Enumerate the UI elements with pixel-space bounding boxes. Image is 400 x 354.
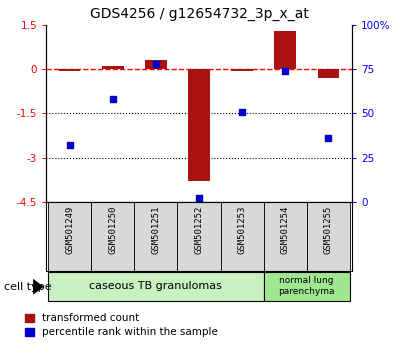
Text: GSM501254: GSM501254 xyxy=(281,205,290,253)
Point xyxy=(153,61,159,67)
Text: GSM501253: GSM501253 xyxy=(238,205,246,253)
Bar xyxy=(318,69,339,78)
Polygon shape xyxy=(33,279,44,295)
Bar xyxy=(264,273,350,301)
Bar xyxy=(59,69,80,70)
Point xyxy=(325,135,332,141)
Bar xyxy=(178,202,220,271)
Bar xyxy=(220,202,264,271)
Bar xyxy=(145,60,167,69)
Text: caseous TB granulomas: caseous TB granulomas xyxy=(90,281,222,291)
Bar xyxy=(48,273,264,301)
Bar xyxy=(231,69,253,70)
Point xyxy=(196,195,202,201)
Bar xyxy=(307,202,350,271)
Legend: transformed count, percentile rank within the sample: transformed count, percentile rank withi… xyxy=(25,313,218,337)
Bar xyxy=(48,202,91,271)
Point xyxy=(239,109,245,114)
Bar xyxy=(188,69,210,181)
Text: normal lung
parenchyma: normal lung parenchyma xyxy=(278,276,335,296)
Bar xyxy=(91,202,134,271)
Bar xyxy=(102,66,124,69)
Point xyxy=(282,68,288,74)
Text: GSM501255: GSM501255 xyxy=(324,205,333,253)
Point xyxy=(66,142,73,148)
Text: GSM501252: GSM501252 xyxy=(194,205,204,253)
Text: GSM501251: GSM501251 xyxy=(152,205,160,253)
Bar xyxy=(134,202,178,271)
Point xyxy=(110,96,116,102)
Text: GSM501250: GSM501250 xyxy=(108,205,117,253)
Text: GSM501249: GSM501249 xyxy=(65,205,74,253)
Bar xyxy=(264,202,307,271)
Title: GDS4256 / g12654732_3p_x_at: GDS4256 / g12654732_3p_x_at xyxy=(90,7,308,21)
Text: cell type: cell type xyxy=(4,282,52,292)
Bar xyxy=(274,31,296,69)
